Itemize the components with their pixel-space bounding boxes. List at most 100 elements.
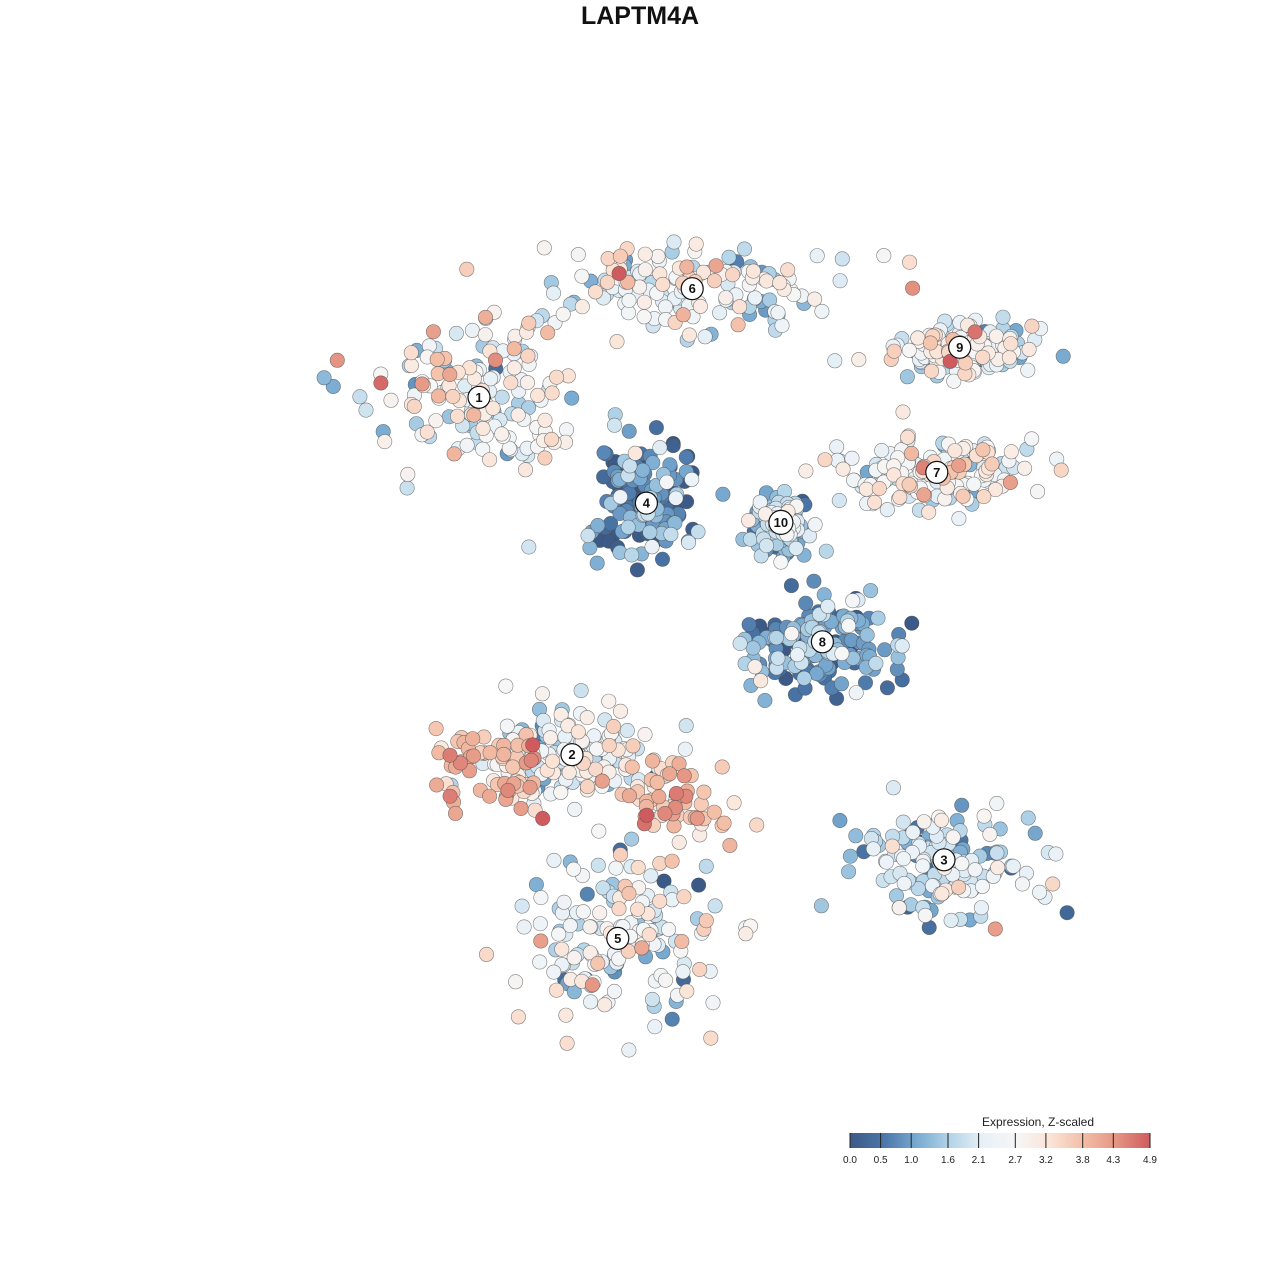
cluster-label-badge [948, 335, 972, 359]
cell-point [1021, 341, 1037, 357]
cell-point [612, 847, 628, 863]
cell-point [807, 517, 823, 533]
cell-point [414, 376, 430, 392]
cell-point [698, 858, 714, 874]
cell-point [967, 862, 983, 878]
cell-point [916, 487, 932, 503]
cell-point [878, 854, 894, 870]
cell-point [537, 412, 553, 428]
cell-point [987, 921, 1003, 937]
legend-ticks: 0.0 0.5 1.0 1.6 2.1 2.7 3.2 3.8 4.3 4.9 [843, 1133, 1157, 1166]
cell-point [718, 290, 734, 306]
cell-point [747, 290, 763, 306]
cell-point [741, 512, 757, 528]
cell-point [649, 774, 665, 790]
cell-point [974, 878, 990, 894]
cell-point [871, 480, 887, 496]
cell-point [714, 759, 730, 775]
cell-point [943, 912, 959, 928]
cell-point [612, 703, 628, 719]
cell-point [655, 276, 671, 292]
cell-point [905, 280, 921, 296]
cell-point [496, 746, 512, 762]
cell-point [995, 309, 1011, 325]
cell-point [730, 317, 746, 333]
cluster-label: 9 [948, 335, 972, 359]
cell-point [817, 452, 833, 468]
cell-point [989, 795, 1005, 811]
cell-point [833, 676, 849, 692]
cell-point [644, 753, 660, 769]
cell-point [513, 800, 529, 816]
cell-point [651, 789, 667, 805]
cell-point [645, 455, 661, 471]
cell-point [798, 595, 814, 611]
cell-point [466, 407, 482, 423]
cell-point [445, 388, 461, 404]
cell-point [1048, 846, 1064, 862]
cell-point [545, 285, 561, 301]
cell-point [600, 251, 616, 267]
cell-point [624, 831, 640, 847]
cell-point [954, 856, 970, 872]
legend-tick-label: 4.3 [1106, 1155, 1120, 1166]
cell-point [984, 456, 1000, 472]
cell-point [606, 983, 622, 999]
cell-point [446, 446, 462, 462]
cell-point [442, 788, 458, 804]
cell-point [652, 893, 668, 909]
cell-point [635, 462, 651, 478]
cell-point [867, 494, 883, 510]
cell-point [482, 452, 498, 468]
cluster-label-text: 4 [643, 496, 651, 511]
cluster-label: 1 [467, 385, 491, 409]
legend-tick-label: 3.8 [1076, 1155, 1090, 1166]
cell-point [536, 240, 552, 256]
cell-point [521, 315, 537, 331]
cell-point [955, 488, 971, 504]
cell-point [951, 457, 967, 473]
cell-point [449, 408, 465, 424]
cell-point [688, 236, 704, 252]
cell-point [664, 1011, 680, 1027]
cell-point [851, 352, 867, 368]
cell-point [976, 808, 992, 824]
cell-point [715, 486, 731, 502]
cell-point [514, 898, 530, 914]
cluster-label-badge [810, 630, 835, 654]
cell-point [1027, 825, 1043, 841]
cell-point [661, 921, 677, 937]
cell-point [1053, 462, 1069, 478]
cell-point [896, 851, 912, 867]
cell-point [1024, 318, 1040, 334]
cell-point [525, 737, 541, 753]
cell-point [975, 349, 991, 365]
cell-point [644, 991, 660, 1007]
cell-point [588, 761, 604, 777]
cluster-label-text: 1 [475, 390, 482, 405]
cell-point [807, 291, 823, 307]
cell-point [732, 299, 748, 315]
cluster-label-badge [467, 385, 491, 409]
cell-point [597, 997, 613, 1013]
cluster-label: 7 [925, 460, 949, 484]
cell-point [553, 707, 569, 723]
cell-point [706, 273, 722, 289]
cell-point [668, 785, 684, 801]
cell-point [621, 423, 637, 439]
cell-point [657, 805, 673, 821]
cell-point [749, 817, 765, 833]
cell-point [684, 471, 700, 487]
cell-point [759, 273, 775, 289]
cell-point [904, 615, 920, 631]
cluster-label-badge [925, 460, 949, 484]
cell-point [772, 275, 788, 291]
cell-point [845, 593, 861, 609]
cell-point [611, 901, 627, 917]
cell-point [400, 466, 416, 482]
cell-point [747, 659, 763, 675]
cell-point [1032, 884, 1048, 900]
cell-point [814, 303, 830, 319]
cell-point [558, 1007, 574, 1023]
cell-point [813, 898, 829, 914]
